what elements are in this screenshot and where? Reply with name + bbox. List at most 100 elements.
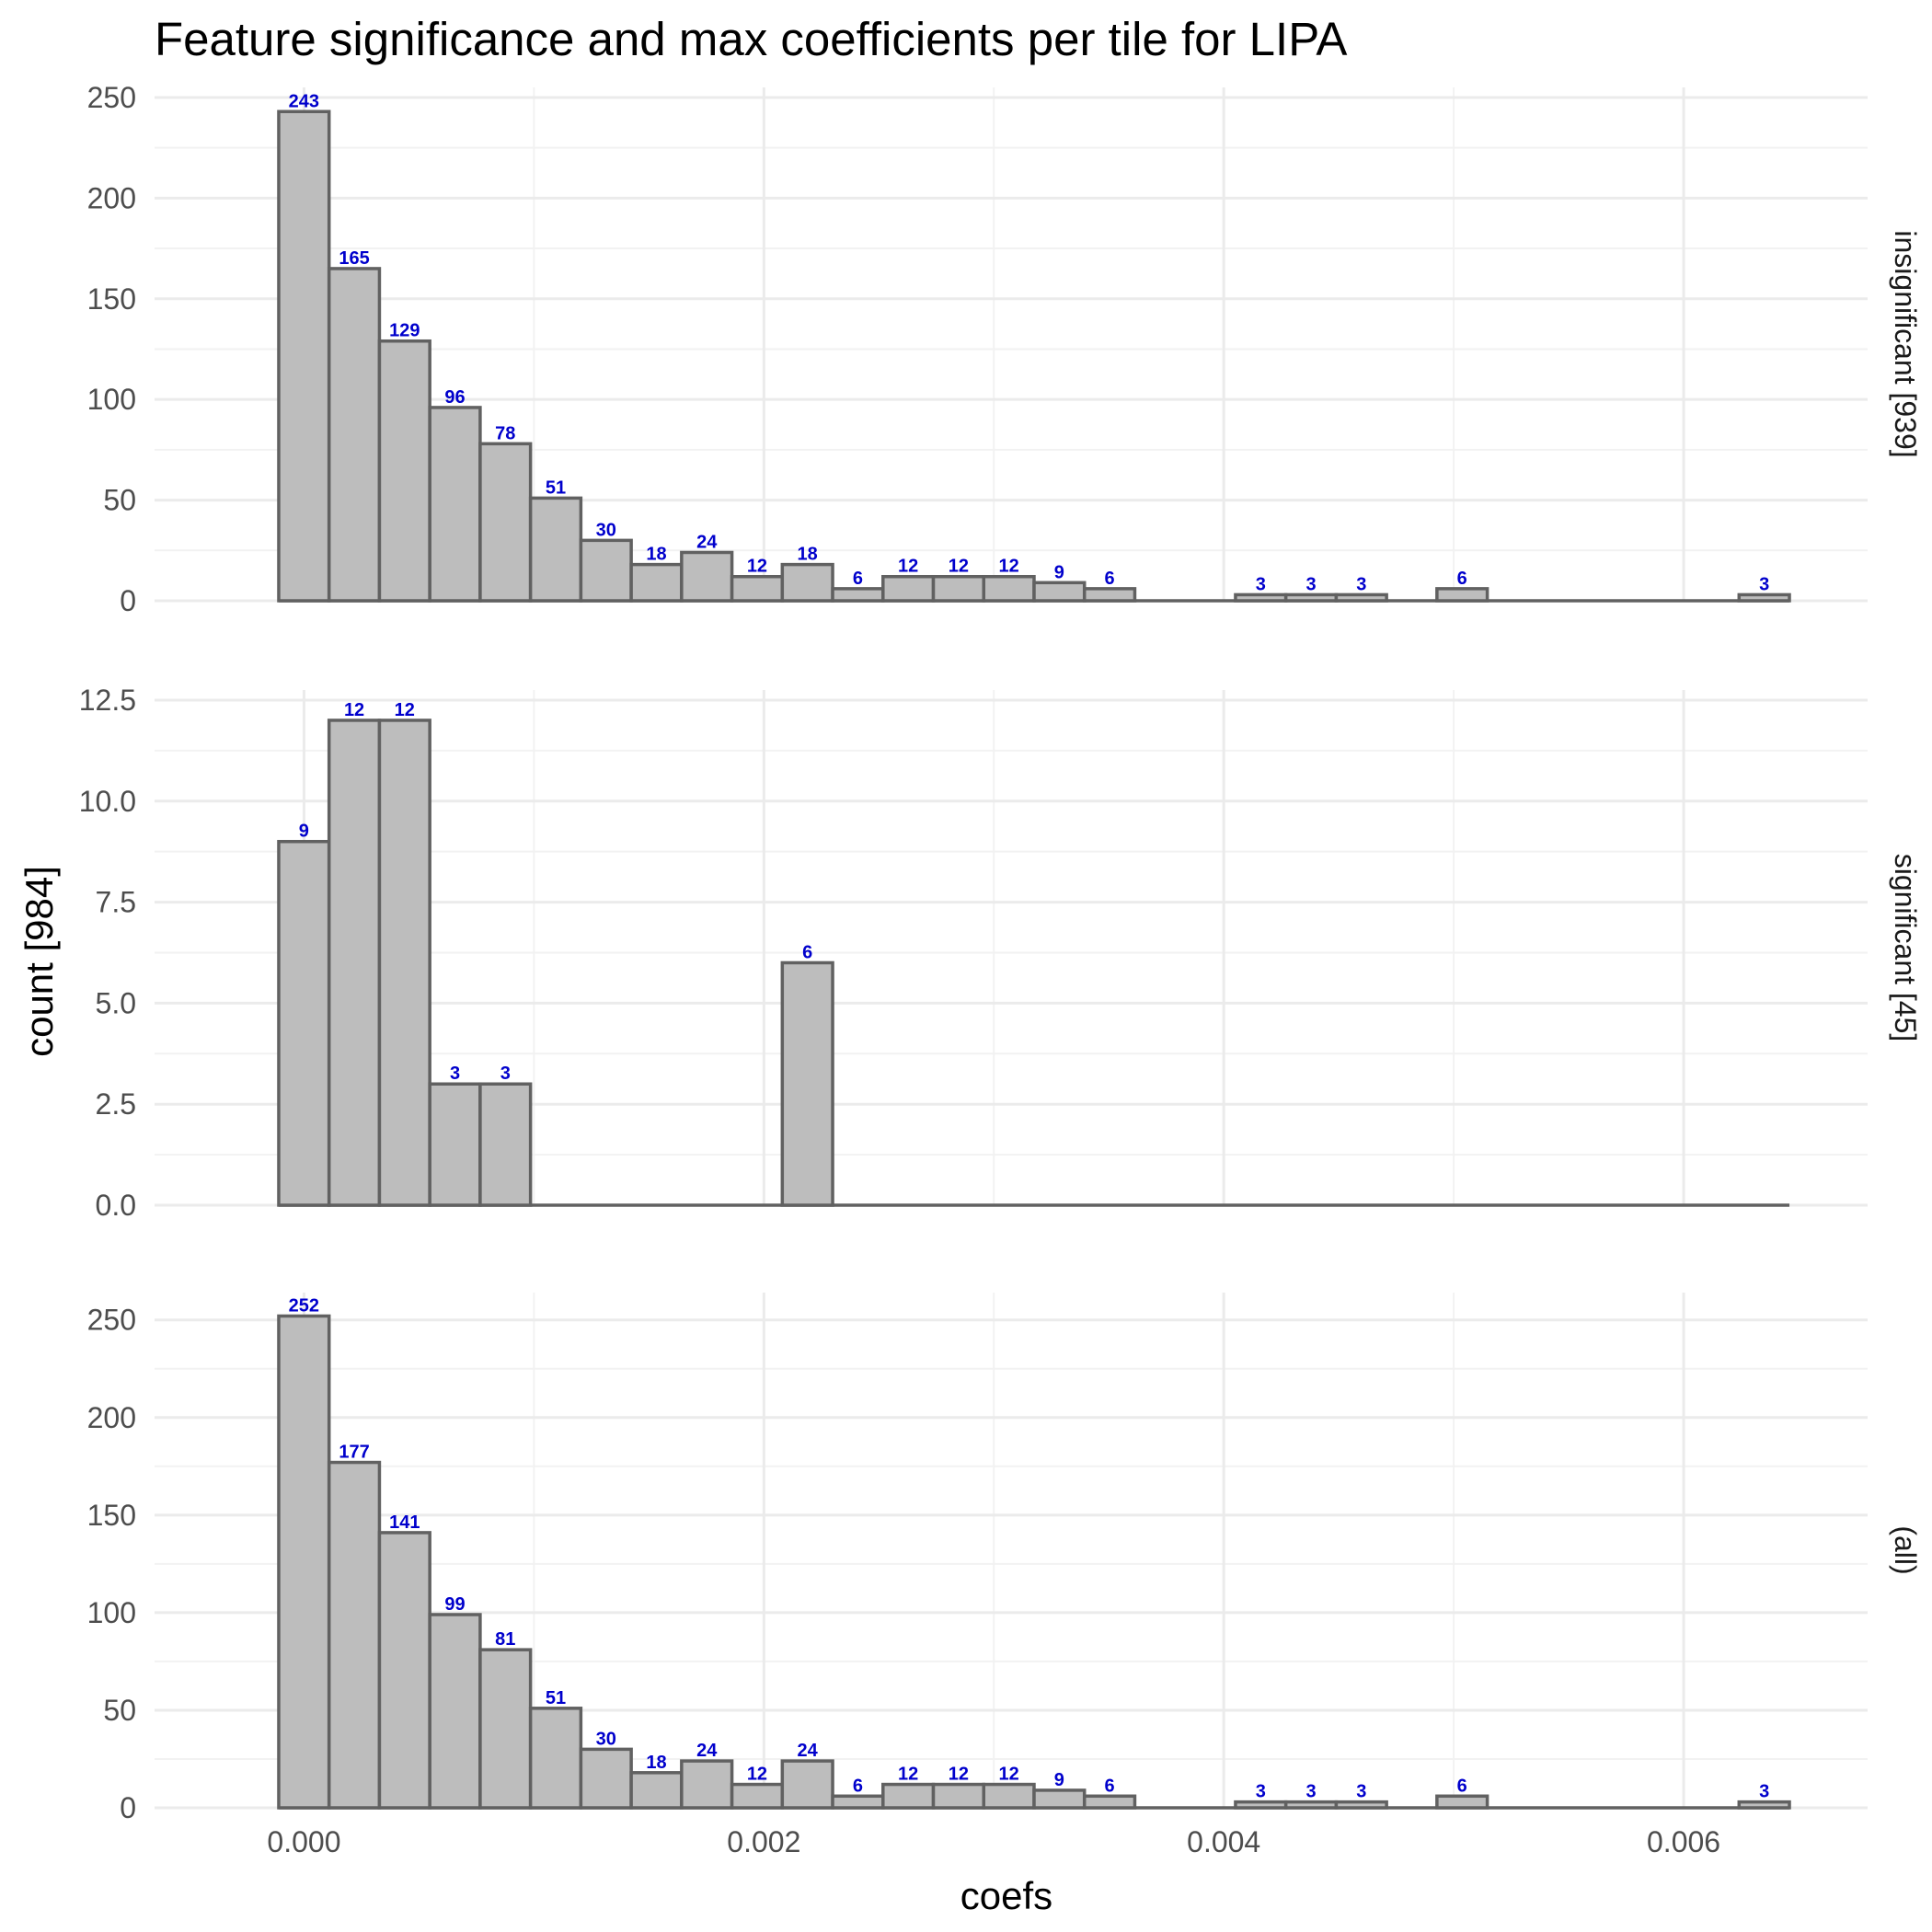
bar-value-label: 12 — [344, 700, 364, 720]
bar-value-label: 24 — [798, 1741, 819, 1761]
histogram-bar — [1737, 592, 1791, 603]
bar-value-label: 3 — [1759, 574, 1769, 594]
y-tick-label: 150 — [87, 1499, 136, 1532]
bar-value-label: 51 — [546, 1688, 566, 1708]
bar-value-label: 99 — [444, 1594, 465, 1615]
histogram-bar — [1234, 1800, 1288, 1810]
histogram-bar — [478, 1082, 533, 1207]
chart-title: Feature significance and max coefficient… — [155, 13, 1347, 65]
histogram-bar — [1283, 592, 1339, 603]
bar-value-label: 24 — [696, 532, 718, 552]
bar-value-label: 141 — [389, 1512, 420, 1533]
bar-value-label: 12 — [898, 1765, 918, 1785]
histogram-bar — [528, 496, 583, 603]
histogram-bar — [327, 719, 382, 1207]
bar-value-label: 3 — [500, 1064, 511, 1084]
histogram-bar — [428, 1613, 482, 1810]
bar-value-label: 3 — [450, 1064, 460, 1084]
histogram-bar — [629, 1771, 684, 1810]
bar-value-label: 3 — [1356, 574, 1366, 594]
y-tick-label: 0 — [120, 584, 136, 617]
bar-value-label: 3 — [1256, 1782, 1266, 1802]
y-tick-label: 2.5 — [96, 1087, 136, 1121]
histogram-bar — [528, 1707, 583, 1810]
bar-value-label: 252 — [289, 1295, 319, 1316]
bar-value-label: 78 — [495, 423, 515, 443]
bar-value-label: 6 — [1457, 569, 1467, 589]
histogram-bar — [428, 406, 482, 603]
bar-value-label: 129 — [389, 321, 420, 341]
histogram-bar — [780, 960, 834, 1207]
y-tick-label: 50 — [103, 1694, 136, 1727]
histogram-bar — [881, 1782, 936, 1810]
bar-value-label: 12 — [898, 557, 918, 577]
bar-value-label: 12 — [395, 700, 415, 720]
histogram-bar — [931, 574, 986, 603]
bar-value-label: 12 — [747, 1765, 767, 1785]
histogram-bar — [982, 1782, 1036, 1810]
histogram-bar — [1032, 1788, 1087, 1810]
histogram-bar — [831, 587, 885, 603]
histogram-bar — [377, 339, 431, 603]
bar-value-label: 177 — [339, 1443, 369, 1463]
y-axis-title: count [984] — [17, 866, 61, 1057]
bar-value-label: 30 — [596, 520, 616, 540]
bar-value-label: 24 — [696, 1741, 718, 1761]
y-tick-label: 150 — [87, 282, 136, 316]
y-tick-label: 12.5 — [79, 684, 136, 717]
histogram-bar — [1334, 1800, 1388, 1810]
histogram-bar — [680, 1759, 734, 1810]
y-tick-label: 200 — [87, 181, 136, 214]
bar-value-label: 3 — [1305, 574, 1316, 594]
bar-value-label: 30 — [596, 1729, 616, 1749]
histogram-bar — [881, 574, 936, 603]
bar-value-label: 12 — [949, 557, 969, 577]
bar-value-label: 3 — [1256, 574, 1266, 594]
histogram-bar — [1032, 581, 1087, 603]
y-tick-label: 200 — [87, 1401, 136, 1434]
histogram-bar — [1234, 592, 1288, 603]
histogram-bar — [831, 1794, 885, 1810]
bar-value-label: 81 — [495, 1629, 515, 1650]
y-tick-label: 100 — [87, 383, 136, 416]
x-tick-label: 0.000 — [267, 1825, 340, 1858]
bar-value-label: 3 — [1356, 1782, 1366, 1802]
y-tick-label: 5.0 — [96, 986, 136, 1019]
histogram-bar — [277, 1314, 331, 1810]
bar-value-label: 12 — [747, 557, 767, 577]
histogram-bar — [277, 109, 331, 603]
facet-panel: 0.0 2.5 5.0 7.5 10.0 12.5 9 12 12 3 3 6 significant … — [79, 684, 1922, 1222]
y-tick-label: 0.0 — [96, 1189, 136, 1222]
bar-value-label: 12 — [999, 1765, 1019, 1785]
histogram-bar — [1082, 1794, 1137, 1810]
histogram-bar — [730, 1782, 785, 1810]
histogram-bar — [931, 1782, 986, 1810]
y-tick-label: 50 — [103, 484, 136, 517]
bar-value-label: 9 — [1054, 562, 1064, 582]
histogram-bar — [1435, 587, 1489, 603]
x-axis-title: coefs — [960, 1874, 1052, 1917]
histogram-bar — [327, 1460, 382, 1810]
bar-value-label: 6 — [853, 569, 863, 589]
bar-value-label: 3 — [1759, 1782, 1769, 1802]
y-tick-label: 100 — [87, 1596, 136, 1629]
histogram-bar — [982, 574, 1036, 603]
bar-value-label: 6 — [1105, 569, 1115, 589]
bar-value-label: 96 — [444, 387, 465, 408]
bar-value-label: 18 — [646, 545, 666, 565]
x-tick-label: 0.004 — [1187, 1825, 1260, 1858]
histogram-bar — [1435, 1794, 1489, 1810]
y-tick-label: 250 — [87, 81, 136, 114]
histogram-bar — [579, 1747, 633, 1810]
bar-value-label: 12 — [949, 1765, 969, 1785]
histogram-bar — [680, 550, 734, 603]
bar-value-label: 243 — [289, 91, 319, 111]
histogram-bar — [327, 267, 382, 603]
histogram-bar — [730, 574, 785, 603]
histogram-bar — [780, 1759, 834, 1810]
facet-panel: 0 50 100 150 200 250 252 177 141 99 81 51 30 18 24 12 24… — [87, 1293, 1922, 1858]
y-tick-label: 7.5 — [96, 886, 136, 919]
facet-strip-label: insignificant [939] — [1889, 230, 1922, 457]
